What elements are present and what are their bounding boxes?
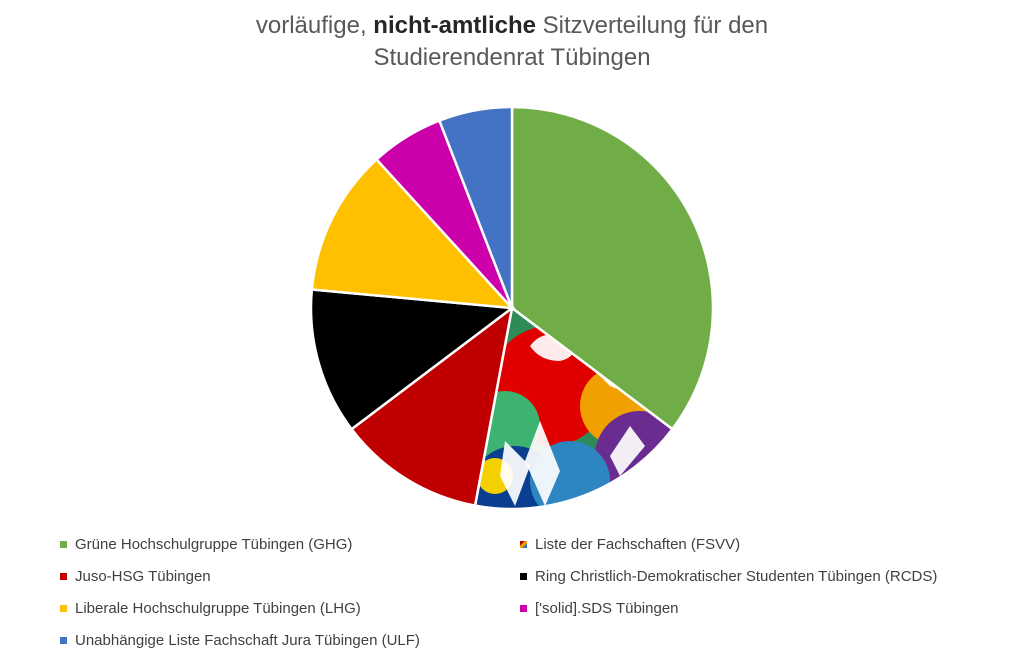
legend-swatch	[60, 573, 67, 580]
pie-slice-5	[310, 157, 516, 310]
pie-slice-2-outline	[473, 305, 675, 511]
legend-item-6: ['solid].SDS Tübingen	[520, 600, 679, 617]
legend-item-1: Grüne Hochschulgruppe Tübingen (GHG)	[60, 536, 352, 553]
legend-item-4: Ring Christlich-Demokratischer Studenten…	[520, 568, 937, 585]
legend-item-7: Unabhängige Liste Fachschaft Jura Tübing…	[60, 632, 420, 649]
legend-label: Unabhängige Liste Fachschaft Jura Tübing…	[75, 632, 420, 649]
legend-item-5: Liberale Hochschulgruppe Tübingen (LHG)	[60, 600, 361, 617]
legend-swatch	[520, 541, 527, 548]
legend-label: Juso-HSG Tübingen	[75, 568, 211, 585]
legend-label: Liberale Hochschulgruppe Tübingen (LHG)	[75, 600, 361, 617]
legend-swatch	[520, 573, 527, 580]
legend-item-2: Liste der Fachschaften (FSVV)	[520, 536, 740, 553]
legend-swatch	[520, 605, 527, 612]
legend-swatch	[60, 605, 67, 612]
legend-label: Grüne Hochschulgruppe Tübingen (GHG)	[75, 536, 353, 553]
title-line2: Studierendenrat Tübingen	[373, 44, 651, 71]
legend-swatch	[60, 637, 67, 644]
legend-item-3: Juso-HSG Tübingen	[60, 568, 211, 585]
legend-label: Ring Christlich-Demokratischer Studenten…	[535, 568, 938, 585]
title-line1-pre: vorläufige,	[255, 12, 374, 39]
pie-slice-3	[349, 305, 514, 508]
legend-label: Liste der Fachschaften (FSVV)	[535, 536, 741, 553]
legend-label: ['solid].SDS Tübingen	[535, 600, 679, 617]
pie-chart	[309, 105, 715, 511]
pie-slice-4	[309, 288, 516, 431]
title-line1-bold: nicht-amtliche	[373, 12, 536, 39]
title-line1-post: Sitzverteilung für den	[535, 12, 769, 39]
pie-slice-1	[510, 105, 715, 431]
chart-title: vorläufige, nicht-amtliche Sitzverteilun…	[0, 10, 1024, 74]
pie-slice-7	[437, 105, 514, 309]
legend-swatch	[60, 541, 67, 548]
